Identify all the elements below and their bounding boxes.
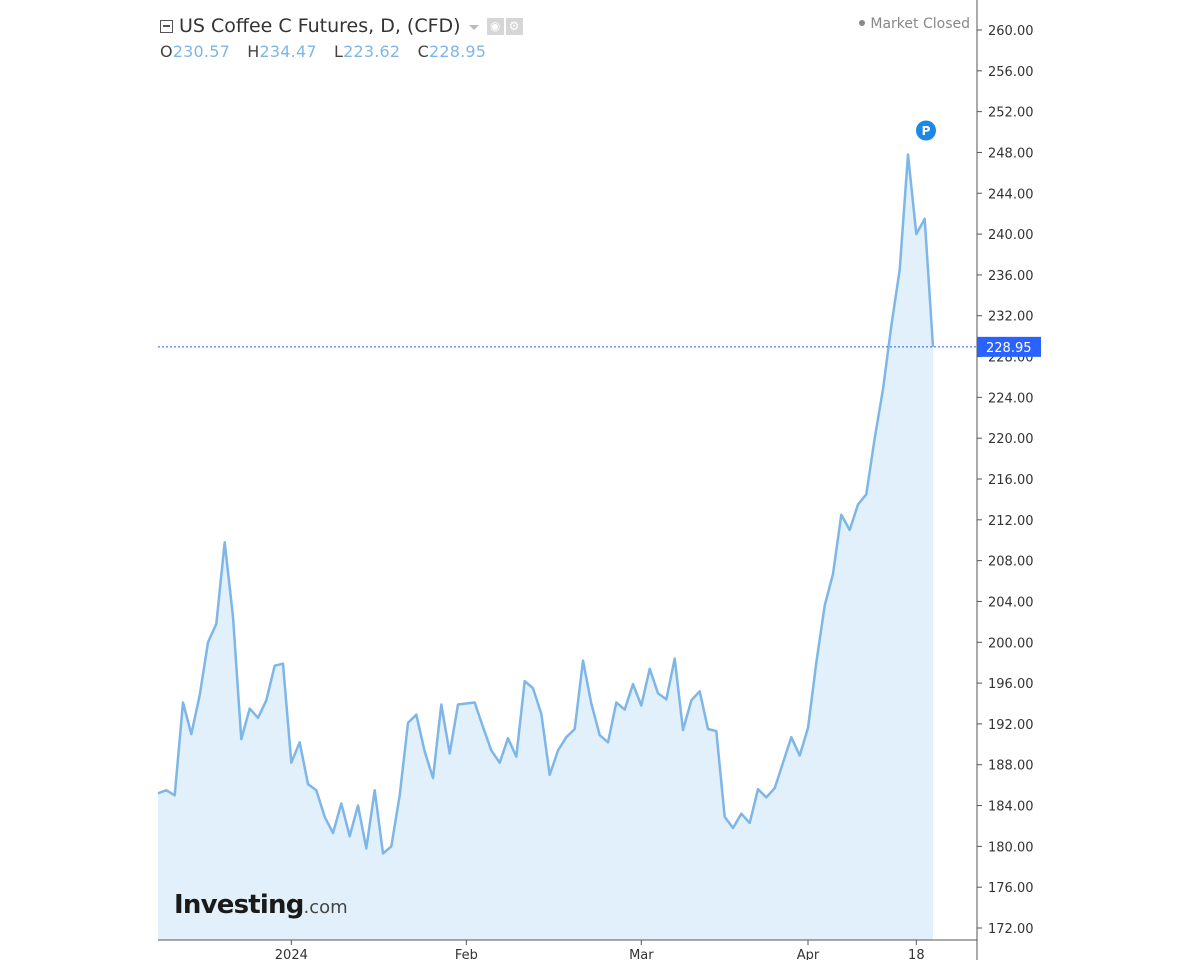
x-tick-label: 2024 bbox=[275, 948, 308, 960]
y-tick-label: 224.00 bbox=[988, 391, 1034, 406]
high-value: 234.47 bbox=[259, 42, 317, 61]
low-value: 223.62 bbox=[343, 42, 401, 61]
marker-label: P bbox=[922, 124, 931, 138]
last-price-tag bbox=[977, 336, 1041, 357]
y-tick-label: 248.00 bbox=[988, 146, 1034, 161]
price-area-layer: P bbox=[157, 120, 977, 940]
logo-main: Investing bbox=[174, 890, 304, 920]
x-tick-label: 18 bbox=[908, 948, 925, 960]
market-status: Market Closed bbox=[859, 16, 970, 32]
investing-logo: Investing.com bbox=[174, 890, 348, 920]
y-tick-label: 204.00 bbox=[988, 595, 1034, 610]
y-tick-label: 200.00 bbox=[988, 636, 1034, 651]
y-tick-label: 236.00 bbox=[988, 269, 1034, 284]
y-tick-label: 192.00 bbox=[988, 718, 1034, 733]
title-row: US Coffee C Futures, D, (CFD) ◉ ⚙ bbox=[160, 12, 523, 40]
ohlc-values: O230.57 H234.47 L223.62 C228.95 bbox=[160, 42, 523, 61]
price-area-fill bbox=[158, 154, 933, 940]
price-axis[interactable]: 172.00 176.00 180.00 184.00 188.00 192.00 196.… bbox=[976, 0, 1041, 960]
y-tick-label: 216.00 bbox=[988, 473, 1034, 488]
y-tick-label: 244.00 bbox=[988, 187, 1034, 202]
x-tick-label: Apr bbox=[797, 948, 820, 960]
open-key: O bbox=[160, 42, 173, 61]
open-value: 230.57 bbox=[172, 42, 230, 61]
symbol-title[interactable]: US Coffee C Futures, D, (CFD) bbox=[179, 15, 461, 37]
close-value: 228.95 bbox=[428, 42, 487, 61]
last-price-tag-label: 228.95 bbox=[986, 341, 1032, 356]
y-tick-label: 172.00 bbox=[988, 922, 1034, 937]
y-tick-label: 212.00 bbox=[988, 514, 1034, 529]
visibility-icon[interactable]: ◉ bbox=[486, 17, 504, 35]
close-key: C bbox=[417, 42, 429, 61]
time-axis[interactable]: 2024 Feb Mar Apr 18 bbox=[158, 939, 977, 960]
y-tick-label: 196.00 bbox=[988, 677, 1034, 692]
y-tick-label: 184.00 bbox=[988, 800, 1034, 815]
y-tick-label: 260.00 bbox=[988, 24, 1034, 39]
high-key: H bbox=[247, 42, 260, 61]
chevron-down-icon[interactable] bbox=[468, 24, 479, 30]
collapse-icon[interactable] bbox=[160, 19, 173, 33]
gear-icon[interactable]: ⚙ bbox=[505, 17, 523, 35]
y-tick-label: 256.00 bbox=[988, 65, 1034, 80]
y-tick-label: 220.00 bbox=[988, 432, 1034, 447]
y-tick-label: 240.00 bbox=[988, 228, 1034, 243]
marker-badge-icon bbox=[916, 120, 936, 141]
y-tick-label: 180.00 bbox=[988, 840, 1034, 855]
x-tick-label: Feb bbox=[455, 948, 478, 960]
y-tick-label: 232.00 bbox=[988, 310, 1034, 325]
x-tick-label: Mar bbox=[629, 948, 654, 960]
logo-suffix: .com bbox=[303, 897, 348, 918]
y-tick-label: 208.00 bbox=[988, 555, 1034, 570]
price-line bbox=[157, 153, 935, 855]
market-status-text: Market Closed bbox=[870, 16, 970, 32]
status-dot-icon bbox=[859, 20, 866, 26]
y-tick-label: 252.00 bbox=[988, 106, 1034, 121]
chart-legend: US Coffee C Futures, D, (CFD) ◉ ⚙ O230.5… bbox=[160, 12, 523, 61]
y-tick-label: 176.00 bbox=[988, 881, 1034, 896]
y-tick-label: 188.00 bbox=[988, 759, 1034, 774]
low-key: L bbox=[334, 42, 344, 61]
